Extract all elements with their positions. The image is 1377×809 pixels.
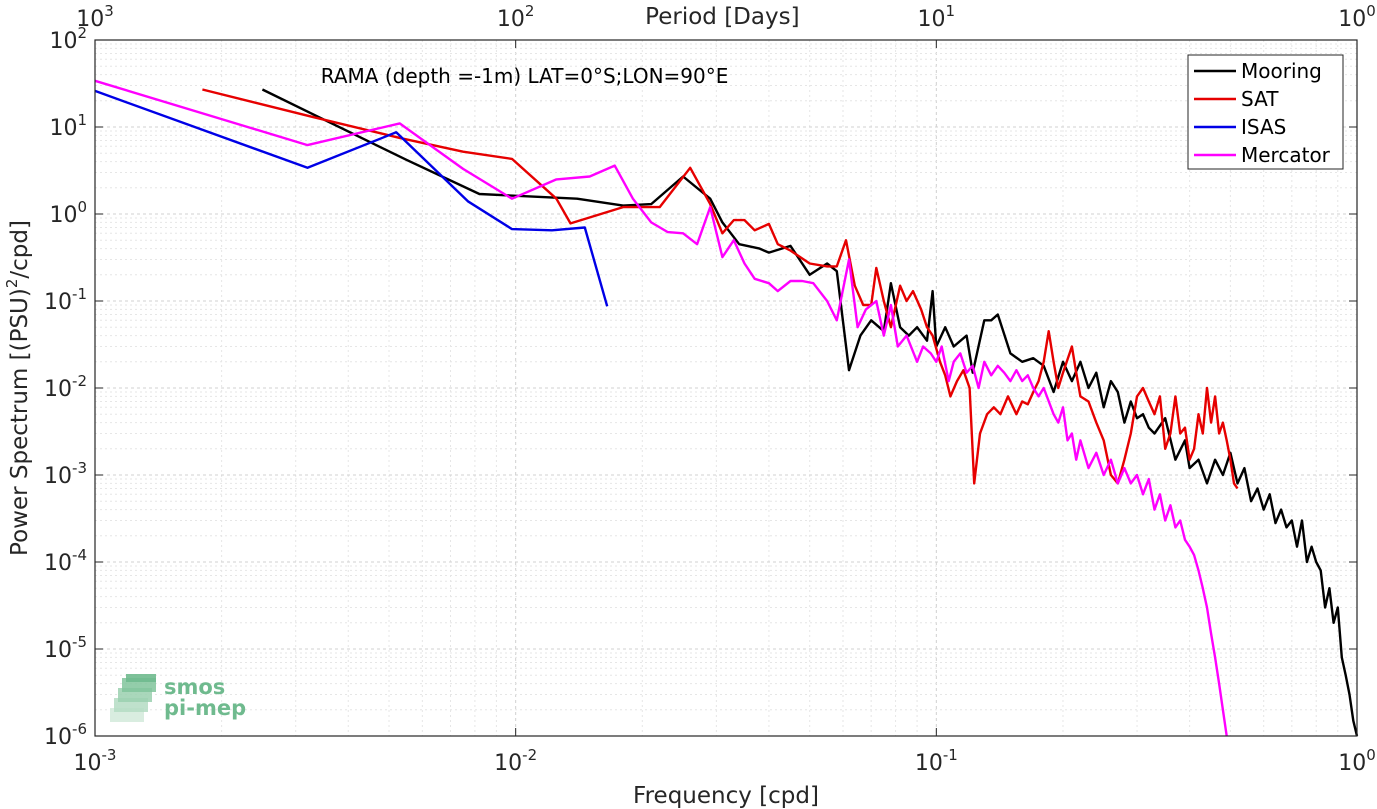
y-tick-label-exponent: -6: [72, 720, 87, 738]
y-tick-label-base: 10: [49, 29, 77, 54]
y-tick-label: 10-4: [44, 546, 87, 576]
top-tick-label: 103: [76, 2, 114, 32]
grid-lines: [94, 40, 1357, 737]
y-tick-label: 10-6: [44, 720, 87, 750]
legend-label-isas: ISAS: [1241, 115, 1286, 139]
top-tick-label-base: 10: [76, 7, 104, 32]
y-tick-label-exponent: 1: [77, 111, 87, 129]
x-tick-label-base: 10: [494, 751, 522, 776]
series-line-mercator: [94, 79, 1228, 737]
x-tick-label-base: 10: [915, 751, 943, 776]
station-annotation: RAMA (depth =-1m) LAT=0°S;LON=90°E: [321, 64, 729, 88]
x-tick-label-exponent: -3: [102, 746, 117, 764]
logo-text-smos: smos: [164, 675, 225, 699]
top-tick-label-base: 10: [918, 7, 946, 32]
y-tick-label-exponent: 0: [77, 198, 87, 216]
x-tick-label: 10-3: [74, 746, 117, 776]
legend-label-sat: SAT: [1241, 87, 1279, 111]
y-tick-label: 101: [49, 111, 87, 141]
x-tick-label-exponent: -2: [522, 746, 537, 764]
legend-label-mooring: Mooring: [1241, 59, 1322, 83]
y-tick-label-exponent: 2: [77, 24, 87, 42]
top-tick-label-base: 10: [1338, 7, 1366, 32]
logo-mark-icon: [110, 674, 156, 722]
series-line-sat: [202, 88, 1239, 490]
y-tick-label-base: 10: [44, 638, 72, 663]
y-tick-label: 102: [49, 24, 87, 54]
top-tick-label: 101: [918, 2, 956, 32]
top-tick-label-base: 10: [497, 7, 525, 32]
x-tick-label: 10-2: [494, 746, 537, 776]
x-tick-label: 100: [1338, 746, 1376, 776]
y-axis-label-sup: 2: [3, 279, 21, 289]
y-tick-label-exponent: -4: [72, 546, 87, 564]
y-tick-label: 10-1: [44, 285, 87, 315]
y-tick-label: 10-3: [44, 459, 87, 489]
y-tick-label-exponent: -5: [72, 633, 87, 651]
tick-marks: [94, 39, 1358, 737]
y-axis-label-prefix: Power Spectrum [(PSU): [7, 288, 33, 556]
x-tick-label-base: 10: [74, 751, 102, 776]
y-tick-label-exponent: -1: [72, 285, 87, 303]
legend-box: [1187, 54, 1344, 170]
top-tick-label-exponent: 0: [1366, 2, 1376, 20]
y-tick-label-base: 10: [49, 203, 77, 228]
top-tick-label-exponent: 2: [525, 2, 535, 20]
top-tick-label: 102: [497, 2, 535, 32]
top-x-axis-label: Period [Days]: [645, 4, 799, 30]
x-axis-label: Frequency [cpd]: [633, 783, 819, 809]
y-tick-label-base: 10: [44, 551, 72, 576]
y-tick-label: 10-2: [44, 372, 87, 402]
y-tick-label-base: 10: [44, 725, 72, 750]
top-tick-label: 100: [1338, 2, 1376, 32]
y-tick-label-base: 10: [44, 377, 72, 402]
y-tick-label-exponent: -2: [72, 372, 87, 390]
top-tick-label-exponent: 3: [104, 2, 114, 20]
series-line-mooring: [261, 88, 1359, 737]
x-tick-label-exponent: 0: [1366, 746, 1376, 764]
y-tick-label-exponent: -3: [72, 459, 87, 477]
legend-label-mercator: Mercator: [1241, 143, 1331, 167]
y-tick-label-base: 10: [44, 290, 72, 315]
y-tick-label: 100: [49, 198, 87, 228]
y-tick-label-base: 10: [49, 116, 77, 141]
x-tick-label: 10-1: [915, 746, 958, 776]
y-tick-label-base: 10: [44, 464, 72, 489]
y-axis-label: Power Spectrum [(PSU)2/cpd]: [3, 220, 33, 556]
x-tick-label-base: 10: [1338, 751, 1366, 776]
logo-text-pi-mep: pi-mep: [164, 696, 246, 720]
legend: Mooring SAT ISAS Mercator: [1187, 54, 1344, 170]
series-layer: [94, 79, 1359, 737]
y-axis-label-suffix: /cpd]: [7, 220, 33, 279]
top-tick-label-exponent: 1: [946, 2, 956, 20]
series-line-isas: [94, 89, 609, 307]
smos-pi-mep-logo: smos pi-mep: [110, 674, 246, 722]
x-tick-label-exponent: -1: [943, 746, 958, 764]
y-tick-label: 10-5: [44, 633, 87, 663]
